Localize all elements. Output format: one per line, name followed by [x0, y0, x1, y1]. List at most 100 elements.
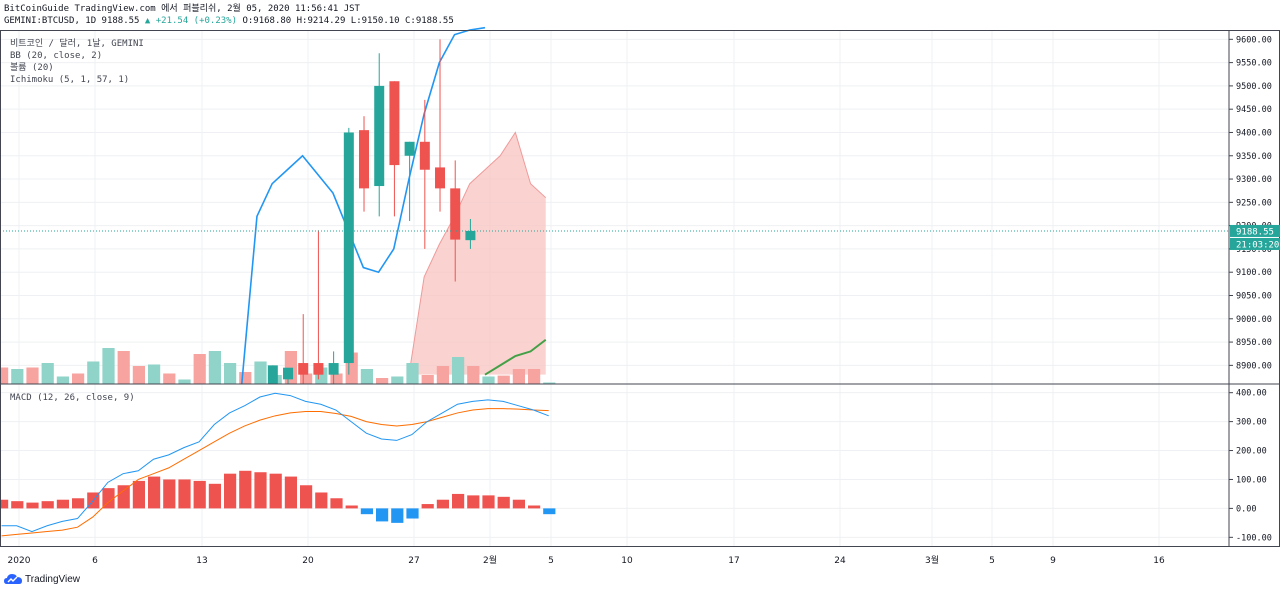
macd-line: [1, 392, 549, 533]
macd-tick-label: 200.00: [1236, 447, 1267, 457]
volume-bar: [528, 369, 541, 384]
volume-bar: [11, 369, 24, 384]
time-tick-label: 3월: [925, 554, 939, 566]
volume-bar: [41, 363, 54, 384]
price-tick-label: 8900.00: [1236, 361, 1272, 371]
volume-bar: [193, 354, 206, 384]
bollinger-band-line: [240, 26, 547, 385]
macd-histogram-bar: [224, 473, 237, 509]
time-tick-label: 5: [989, 556, 995, 566]
macd-histogram-bar: [512, 499, 525, 509]
macd-histogram-bar: [11, 501, 24, 509]
tradingview-logo[interactable]: TradingView: [4, 573, 80, 585]
price-tick-label: 9100.00: [1236, 268, 1272, 278]
macd-histogram-bar: [0, 499, 9, 509]
volume-bar: [497, 375, 510, 384]
volume-bar: [178, 379, 191, 384]
time-tick-label: 17: [728, 556, 739, 566]
macd-histogram-bar: [315, 492, 328, 509]
price-tick-label: 9400.00: [1236, 128, 1272, 138]
price-tag: [1230, 224, 1280, 237]
volume-bar: [543, 382, 556, 384]
volume-bar: [436, 366, 449, 384]
volume-bar: [482, 376, 495, 384]
volume-bar: [72, 373, 85, 384]
candle-body: [313, 363, 324, 375]
price-tick-label: 8950.00: [1236, 338, 1272, 348]
candle-body: [267, 365, 278, 384]
volume-bar: [300, 373, 313, 384]
candle-body: [450, 188, 461, 240]
volume-bar: [512, 369, 525, 384]
macd-tick-label: 0.00: [1236, 504, 1256, 514]
volume-bar: [208, 351, 221, 384]
macd-histogram-bar: [72, 498, 85, 509]
macd-histogram-bar: [269, 473, 282, 509]
macd-histogram-bar: [163, 479, 176, 509]
price-tick-label: 9300.00: [1236, 175, 1272, 185]
macd-histogram-bar: [467, 495, 480, 509]
price-tick-label: 9550.00: [1236, 59, 1272, 69]
ichimoku-legend[interactable]: Ichimoku (5, 1, 57, 1): [10, 75, 130, 85]
ichimoku-cloud: [408, 131, 547, 375]
price-tick-label: 9600.00: [1236, 35, 1272, 45]
volume-bar: [330, 373, 343, 384]
macd-histogram-bar: [148, 476, 161, 509]
price-tick-label: 9350.00: [1236, 152, 1272, 162]
volume-bar: [254, 361, 267, 384]
candle-body: [404, 141, 415, 156]
ichimoku-lagging-line: [484, 338, 547, 376]
cloud-area: [408, 132, 546, 375]
macd-histogram-bar: [117, 485, 130, 509]
time-tick-label: 20: [302, 556, 314, 566]
candle-body: [374, 85, 385, 187]
macd-histogram-bar: [330, 498, 343, 509]
volume-bar: [148, 364, 161, 384]
chart-title: 비트코인 / 달러, 1날, GEMINI: [10, 39, 144, 49]
volume-bar: [117, 351, 130, 384]
macd-histogram-bar: [132, 480, 145, 509]
axis-labels: 9600.009550.009500.009450.009400.009350.…: [8, 35, 1280, 566]
price-tick-label: 9450.00: [1236, 105, 1272, 115]
volume-bar: [87, 361, 100, 384]
candle-body: [435, 167, 446, 189]
ohlc-label: O:9168.80 H:9214.29 L:9150.10 C:9188.55: [242, 16, 454, 26]
macd-tick-label: 400.00: [1236, 389, 1267, 399]
cloud-logo-icon: [4, 574, 22, 584]
symbol-label: GEMINI:BTCUSD, 1D 9188.55: [4, 16, 140, 26]
grid-lines: [0, 30, 1229, 546]
candle-body: [465, 230, 476, 241]
macd-histogram-bar: [208, 483, 221, 509]
brand-label: TradingView: [25, 573, 81, 585]
price-tag-label: 9188.55: [1236, 227, 1274, 237]
volume-bar: [406, 363, 419, 384]
candle-body: [359, 130, 370, 189]
time-tick-label: 6: [92, 556, 98, 566]
macd-histogram-bar: [345, 505, 358, 509]
macd-histogram-bar: [102, 488, 115, 509]
macd-legend[interactable]: MACD (12, 26, close, 9): [10, 393, 135, 403]
macd-histogram-bar: [543, 508, 556, 515]
candle-body: [389, 81, 400, 166]
volume-legend[interactable]: 볼륨 (20): [10, 63, 54, 73]
volume-bar: [360, 369, 373, 384]
macd-histogram-bar: [376, 508, 389, 522]
macd-histogram-bar: [421, 504, 434, 509]
candle-body: [283, 367, 294, 380]
price-tick-label: 9050.00: [1236, 292, 1272, 302]
macd-histogram-bar: [497, 496, 510, 509]
time-tick-label: 16: [1153, 556, 1165, 566]
macd-histogram-bar: [193, 480, 206, 509]
bb-legend[interactable]: BB (20, close, 2): [10, 51, 103, 61]
macd-histogram-bar: [56, 499, 69, 509]
volume-bar: [224, 363, 237, 384]
time-tick-label: 2월: [483, 554, 497, 566]
time-tag: [1230, 237, 1280, 250]
time-tick-label: 2020: [8, 556, 31, 566]
macd-histogram-bar: [239, 470, 252, 509]
time-tick-label: 9: [1050, 556, 1056, 566]
signal-line: [1, 408, 549, 537]
price-tick-label: 9250.00: [1236, 198, 1272, 208]
chart-border: [0, 30, 1280, 547]
